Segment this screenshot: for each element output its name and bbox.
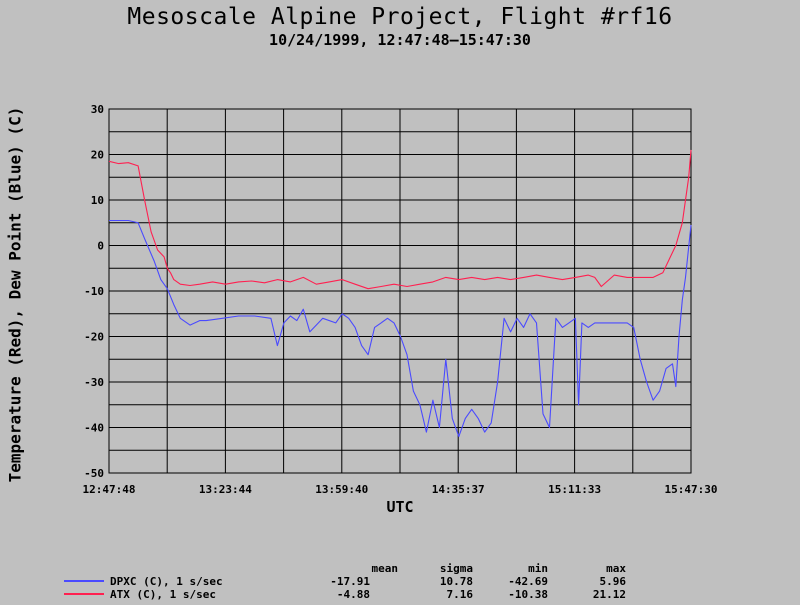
- y-tick-labels: 30 20 10 0 -10 -20 -30 -40 -50: [84, 103, 104, 480]
- x-tick-labels: 12:47:48 13:23:44 13:59:40 14:35:37 15:11:33…: [83, 483, 718, 496]
- stats-header-max: max: [606, 562, 626, 575]
- x-tick-label: 15:47:30: [665, 483, 718, 496]
- stats-header-sigma: sigma: [439, 562, 473, 575]
- series-line-dpxc: [109, 219, 692, 438]
- x-tick-label: 13:59:40: [315, 483, 368, 496]
- stat-dpxc-mean: -17.91: [330, 575, 370, 588]
- y-tick-label: 10: [91, 194, 104, 207]
- stat-atx-mean: -4.88: [336, 588, 370, 601]
- y-tick-label: -30: [84, 376, 104, 389]
- x-tick-label: 12:47:48: [83, 483, 136, 496]
- x-axis-label: UTC: [386, 498, 414, 516]
- y-tick-label: -20: [84, 331, 104, 344]
- stat-atx-max: 21.12: [592, 588, 626, 601]
- series-lines: [108, 149, 692, 438]
- series-line-atx: [108, 149, 692, 290]
- y-tick-label: 30: [91, 103, 104, 116]
- y-tick-label: 20: [91, 149, 104, 162]
- chart-subtitle: 10/24/1999, 12:47:48–15:47:30: [269, 31, 531, 49]
- stat-dpxc-max: 5.96: [599, 575, 627, 588]
- y-tick-label: -10: [84, 285, 104, 298]
- y-tick-label: -50: [84, 467, 104, 480]
- stat-atx-min: -10.38: [508, 588, 548, 601]
- x-tick-label: 13:23:44: [199, 483, 252, 496]
- stats-header-min: min: [528, 562, 548, 575]
- y-tick-label: -40: [84, 422, 104, 435]
- stat-dpxc-sigma: 10.78: [439, 575, 473, 588]
- x-tick-label: 15:11:33: [548, 483, 601, 496]
- legend-label-dpxc: DPXC (C), 1 s/sec: [110, 575, 223, 588]
- legend-swatch-atx: [64, 593, 104, 595]
- legend-swatch-dpxc: [64, 580, 104, 582]
- x-tick-label: 14:35:37: [432, 483, 485, 496]
- legend-label-atx: ATX (C), 1 s/sec: [110, 588, 216, 601]
- stat-atx-sigma: 7.16: [446, 588, 474, 601]
- chart-title: Mesoscale Alpine Project, Flight #rf16: [127, 4, 673, 30]
- y-tick-label: 0: [97, 240, 104, 253]
- stat-dpxc-min: -42.69: [508, 575, 548, 588]
- stats-header-mean: mean: [371, 562, 399, 575]
